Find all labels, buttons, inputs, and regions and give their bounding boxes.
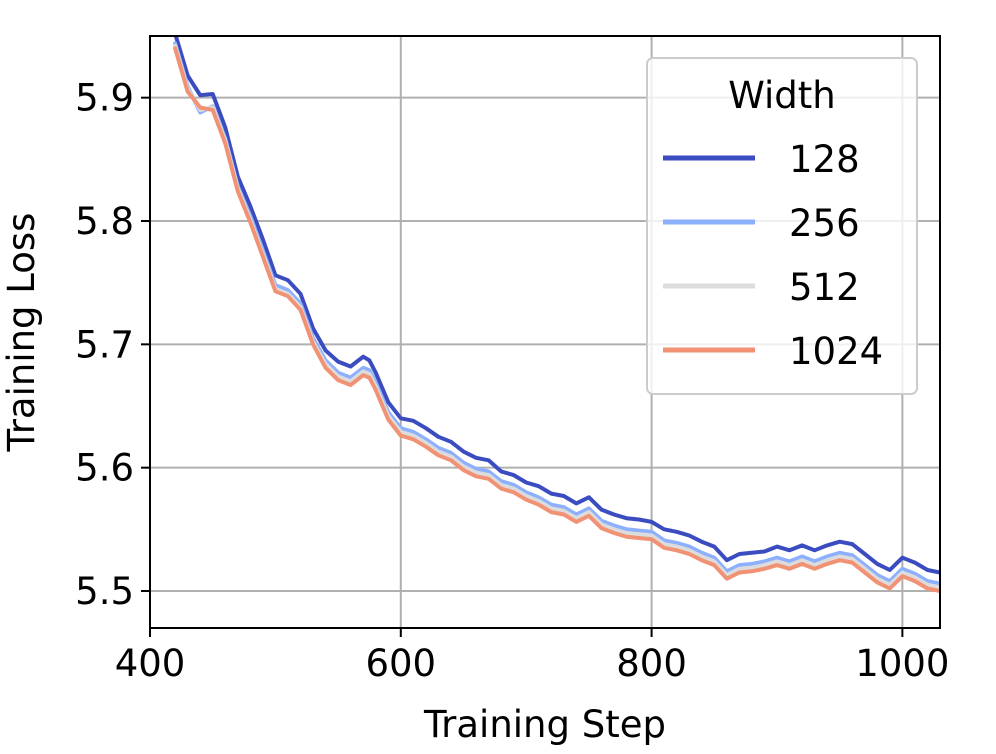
legend-box bbox=[646, 57, 918, 395]
series-line-128 bbox=[173, 36, 940, 575]
legend-title: Width bbox=[728, 74, 836, 117]
legend-item-128: 128 bbox=[663, 138, 860, 181]
legend-label: 256 bbox=[789, 202, 860, 245]
x-axis-label: Training Step bbox=[423, 703, 666, 746]
x-tick-label: 600 bbox=[365, 642, 436, 685]
x-axis: 400 600 800 1000 bbox=[115, 628, 949, 685]
legend: Width 128 256 512 1024 bbox=[646, 57, 918, 395]
x-tick-label: 400 bbox=[115, 642, 186, 685]
series-line-1024 bbox=[173, 46, 940, 593]
x-tick-label: 1000 bbox=[855, 642, 949, 685]
legend-entries: 128 256 512 1024 bbox=[663, 138, 883, 373]
y-tick-label: 5.8 bbox=[75, 200, 134, 243]
series-group bbox=[173, 36, 940, 593]
legend-item-1024: 1024 bbox=[663, 330, 883, 373]
legend-label: 512 bbox=[789, 266, 860, 309]
legend-label: 128 bbox=[789, 138, 860, 181]
legend-item-256: 256 bbox=[663, 202, 860, 245]
plot-frame bbox=[149, 35, 941, 629]
legend-item-512: 512 bbox=[663, 266, 860, 309]
y-axis-label: Training Loss bbox=[0, 213, 43, 453]
y-tick-label: 5.7 bbox=[75, 323, 134, 366]
legend-label: 1024 bbox=[789, 330, 883, 373]
y-tick-label: 5.9 bbox=[75, 77, 134, 120]
y-axis: 5.5 5.6 5.7 5.8 5.9 bbox=[75, 77, 150, 613]
y-tick-label: 5.6 bbox=[75, 447, 134, 490]
x-tick-label: 800 bbox=[616, 642, 687, 685]
y-tick-label: 5.5 bbox=[75, 570, 134, 613]
